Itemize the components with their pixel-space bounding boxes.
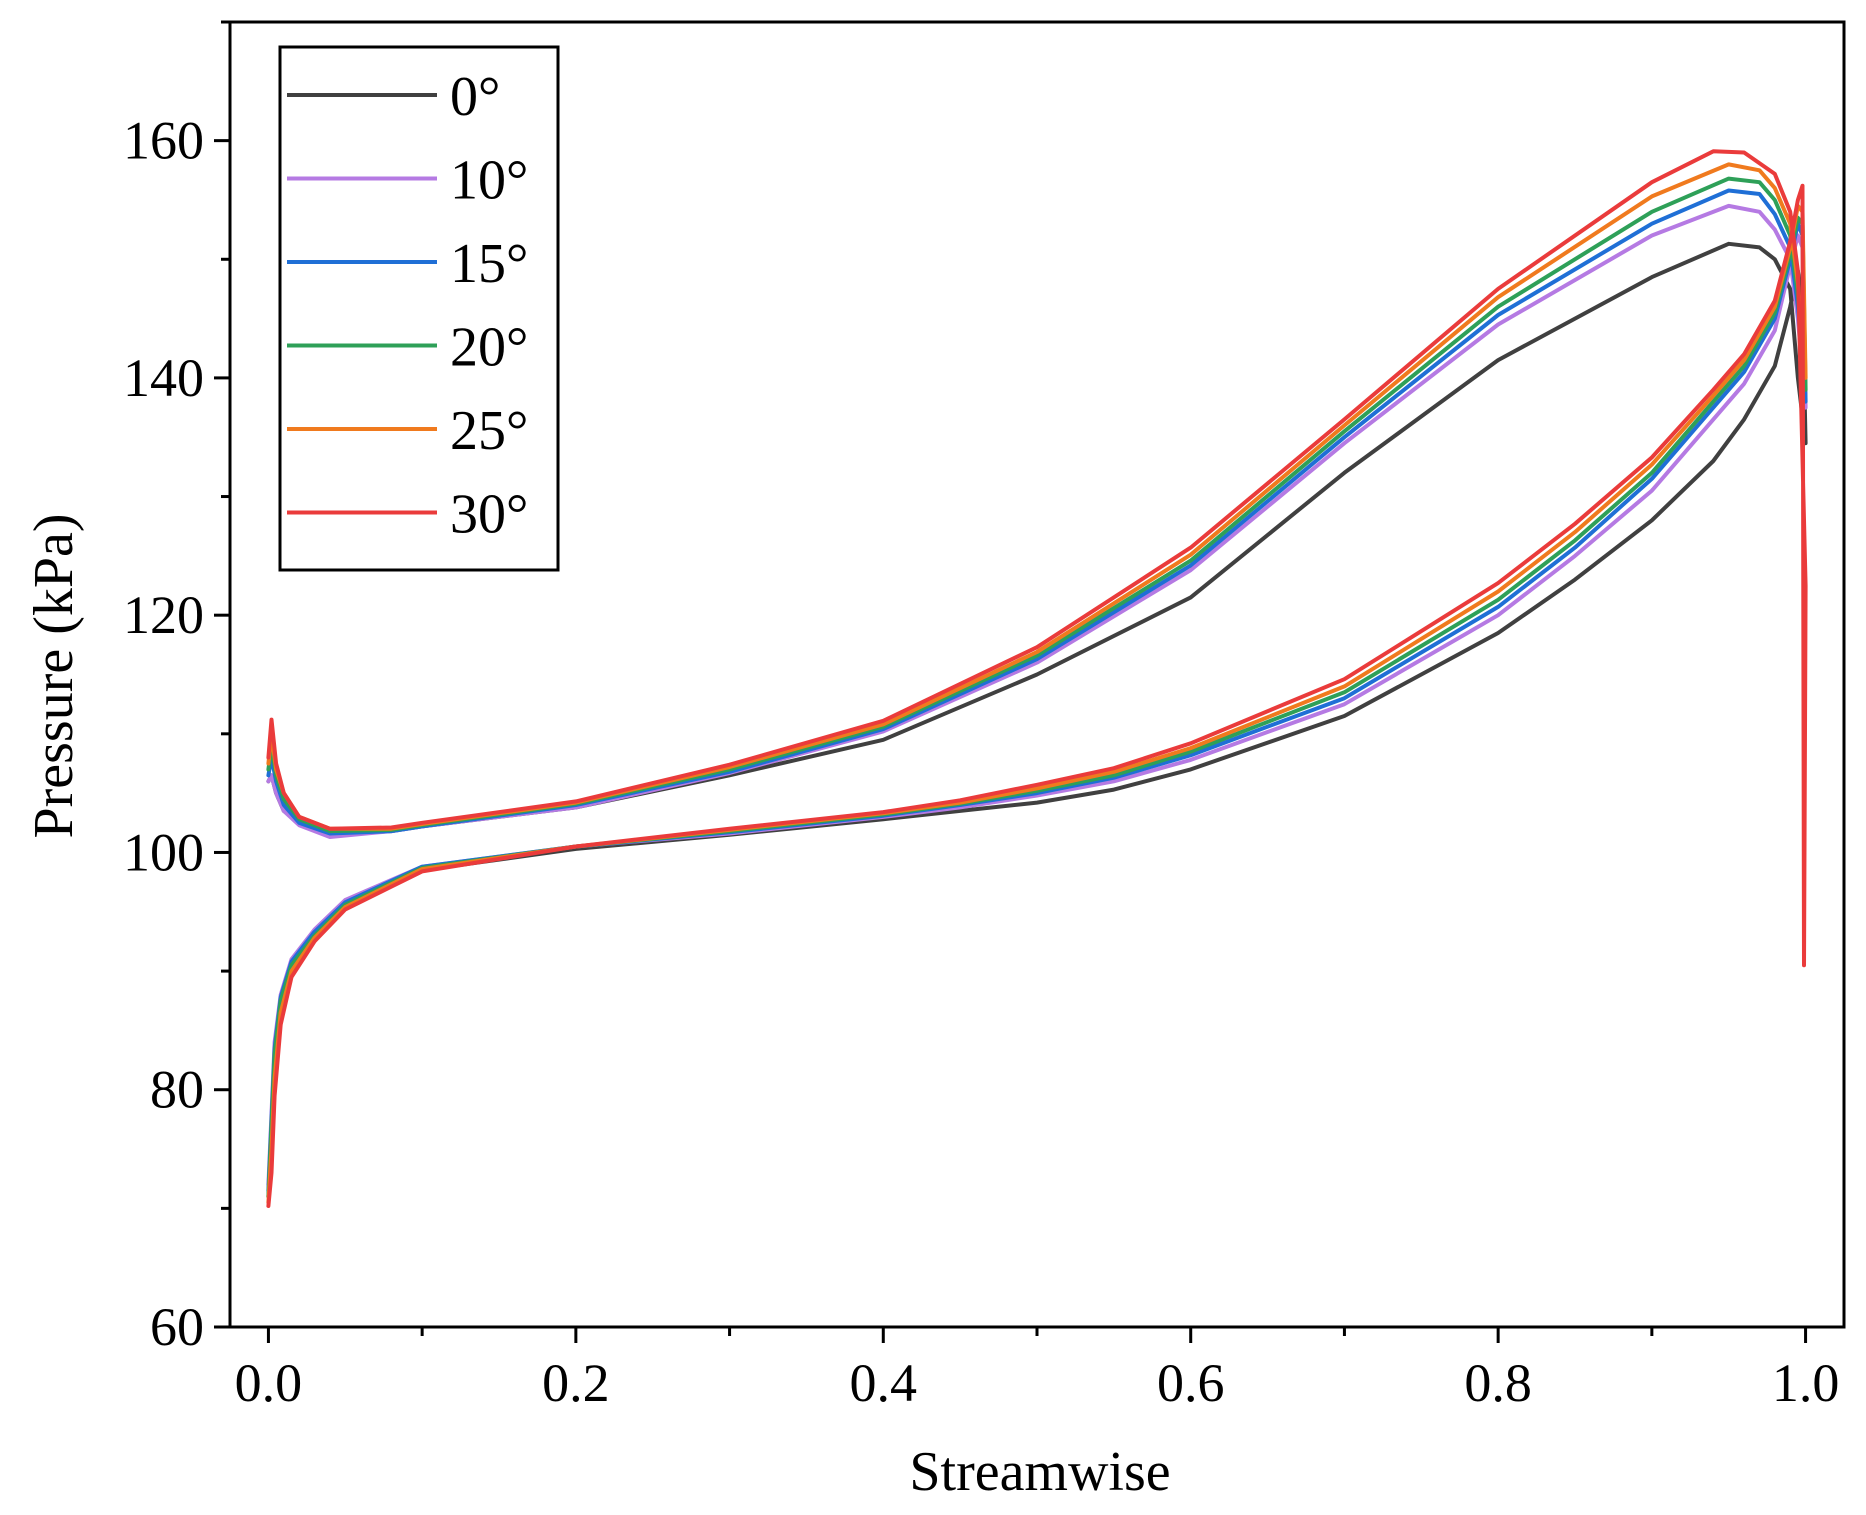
legend: 0° 10° 15° 20° 25° 30° (278, 45, 560, 572)
y-axis-title: Pressure (kPa) (23, 513, 85, 838)
y-tick-label: 100 (123, 822, 204, 882)
x-tick-label: 0.8 (1464, 1353, 1532, 1413)
x-tick-label: 0.6 (1157, 1353, 1225, 1413)
x-axis-title: Streamwise (909, 1441, 1170, 1503)
y-tick-label: 60 (150, 1297, 204, 1357)
series-line-5 (266, 149, 1808, 1208)
y-tick-label: 140 (123, 348, 204, 408)
x-tick-label: 0.4 (850, 1353, 918, 1413)
legend-label-5: 30° (450, 484, 528, 546)
y-tick-label: 120 (123, 585, 204, 645)
legend-box (278, 45, 560, 572)
series-layer (266, 149, 1808, 1208)
legend-label-3: 20° (450, 317, 528, 379)
y-tick-label: 80 (150, 1060, 204, 1120)
legend-label-2: 15° (450, 233, 528, 295)
legend-label-0: 0° (450, 66, 500, 128)
axes-layer: 0.0 0.2 0.4 0.6 0.8 1.0 60 80 100 120 140 160 (123, 20, 1846, 1413)
x-tick-label: 1.0 (1772, 1353, 1840, 1413)
y-tick-label: 160 (123, 111, 204, 171)
legend-label-1: 10° (450, 150, 528, 212)
x-tick-label: 0.0 (235, 1353, 303, 1413)
x-tick-label: 0.2 (542, 1353, 610, 1413)
legend-label-4: 25° (450, 400, 528, 462)
